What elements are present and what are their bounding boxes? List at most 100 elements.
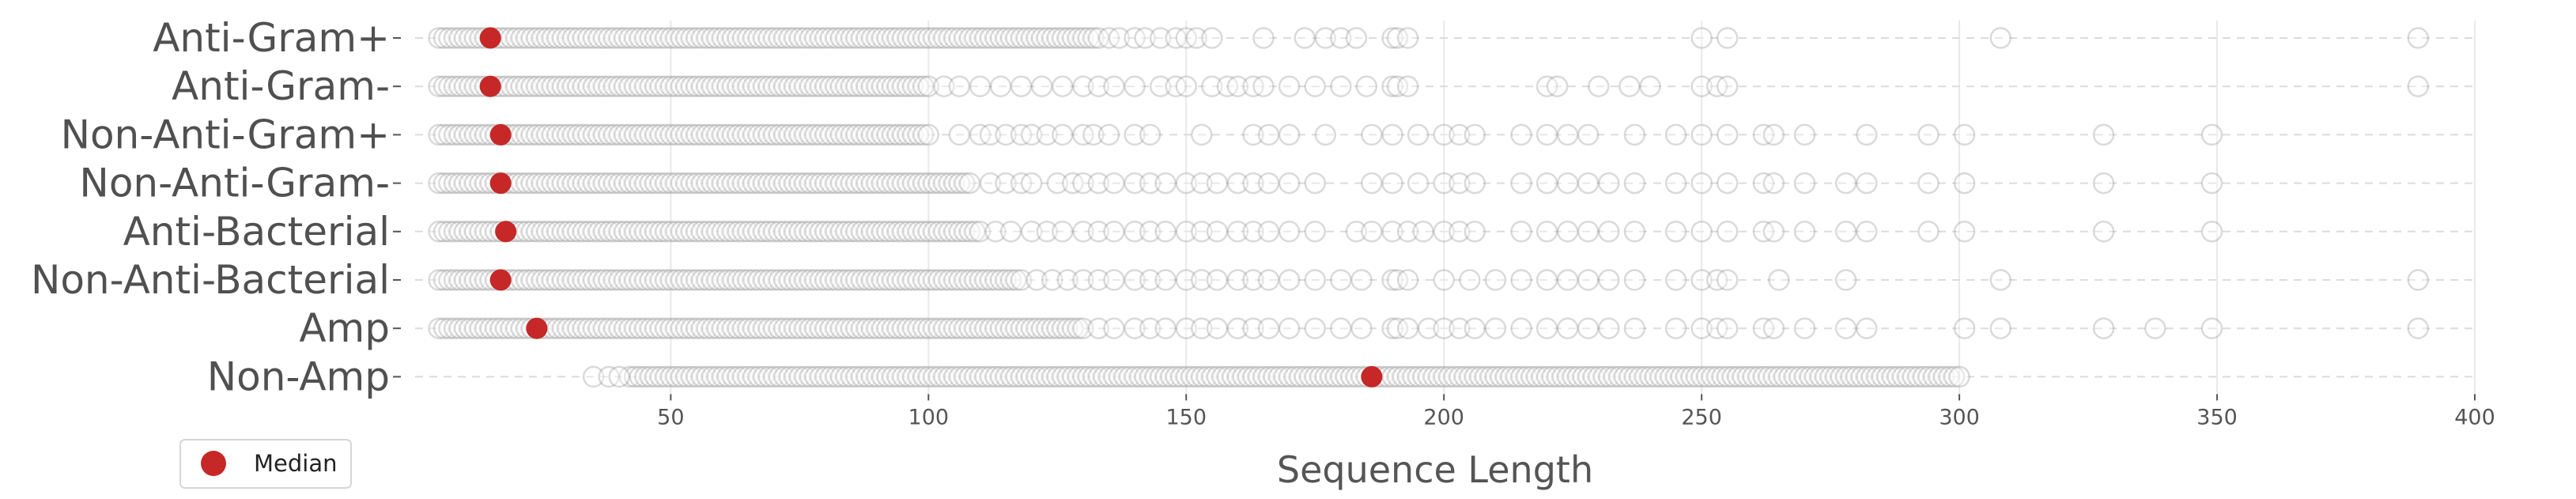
- data-point: [701, 27, 723, 49]
- data-point: [933, 75, 955, 97]
- data-point: [2407, 317, 2430, 339]
- data-point: [856, 123, 878, 146]
- data-point: [2200, 172, 2223, 195]
- data-point: [1036, 27, 1058, 49]
- data-point: [974, 27, 996, 49]
- data-point: [680, 123, 703, 146]
- data-point: [1226, 317, 1249, 339]
- data-point: [1623, 365, 1646, 388]
- data-point: [546, 27, 568, 49]
- data-point: [840, 365, 863, 388]
- data-point: [917, 269, 940, 291]
- data-point: [655, 365, 677, 388]
- data-point: [613, 123, 636, 146]
- data-point: [1257, 221, 1280, 243]
- data-point: [1881, 365, 1904, 388]
- data-point: [592, 269, 615, 291]
- data-point: [602, 123, 625, 146]
- data-point: [856, 75, 878, 97]
- category-label: Anti-Gram-: [172, 63, 390, 109]
- data-point: [1577, 269, 1600, 291]
- data-point: [649, 172, 672, 195]
- data-point: [665, 172, 687, 195]
- data-point: [814, 27, 837, 49]
- data-point: [835, 172, 857, 195]
- data-point: [618, 317, 640, 339]
- data-point: [917, 365, 940, 388]
- data-point: [659, 172, 682, 195]
- data-point: [891, 123, 914, 146]
- data-point: [794, 269, 816, 291]
- data-point: [794, 123, 816, 146]
- data-point: [1649, 365, 1671, 388]
- data-point: [917, 75, 940, 97]
- data-point: [1041, 365, 1063, 388]
- data-point: [752, 123, 775, 146]
- data-point: [706, 75, 728, 97]
- data-point: [999, 317, 1022, 339]
- data-point: [623, 365, 646, 388]
- data-point: [582, 269, 605, 291]
- data-point: [969, 365, 991, 388]
- data-point: [1015, 365, 1037, 388]
- data-point: [897, 123, 919, 146]
- data-point: [757, 27, 780, 49]
- data-point: [696, 123, 718, 146]
- data-point: [1860, 365, 1883, 388]
- data-point: [453, 75, 476, 97]
- data-point: [572, 172, 595, 195]
- data-point: [1139, 269, 1161, 291]
- data-point: [773, 221, 795, 243]
- data-point: [948, 123, 971, 146]
- data-point: [1330, 27, 1352, 49]
- data-point: [706, 27, 728, 49]
- data-point: [742, 221, 765, 243]
- data-point: [459, 123, 481, 146]
- data-point: [1020, 221, 1043, 243]
- data-point: [536, 172, 558, 195]
- data-point: [1680, 365, 1702, 388]
- data-point: [443, 221, 466, 243]
- data-point: [608, 317, 630, 339]
- data-point: [561, 75, 584, 97]
- data-point: [1304, 172, 1326, 195]
- data-point: [577, 172, 599, 195]
- data-point: [557, 269, 579, 291]
- data-point: [917, 123, 940, 146]
- data-point: [1834, 269, 1857, 291]
- data-point: [897, 172, 919, 195]
- data-point: [675, 75, 697, 97]
- data-point: [1046, 172, 1069, 195]
- data-point: [999, 365, 1022, 388]
- data-point: [1412, 221, 1434, 243]
- data-point: [680, 27, 703, 49]
- data-point: [927, 172, 950, 195]
- data-point: [1154, 317, 1177, 339]
- data-point: [989, 317, 1012, 339]
- data-point: [871, 123, 893, 146]
- data-point: [675, 172, 697, 195]
- data-point: [696, 365, 718, 388]
- data-point: [840, 221, 863, 243]
- data-point: [819, 123, 842, 146]
- data-point: [1417, 317, 1440, 339]
- data-point: [1773, 365, 1796, 388]
- data-point: [531, 27, 553, 49]
- data-point: [1639, 75, 1661, 97]
- data-point: [587, 172, 610, 195]
- data-point: [649, 27, 672, 49]
- data-point: [912, 269, 935, 291]
- data-point: [639, 221, 662, 243]
- data-point: [453, 172, 476, 195]
- data-point: [731, 27, 754, 49]
- data-point: [901, 123, 924, 146]
- data-point: [463, 172, 486, 195]
- data-point: [1154, 221, 1177, 243]
- data-point: [602, 27, 625, 49]
- data-point: [933, 172, 955, 195]
- data-points: [428, 27, 2430, 388]
- data-point: [634, 172, 656, 195]
- data-point: [829, 27, 852, 49]
- data-point: [1216, 365, 1239, 388]
- data-point: [701, 317, 723, 339]
